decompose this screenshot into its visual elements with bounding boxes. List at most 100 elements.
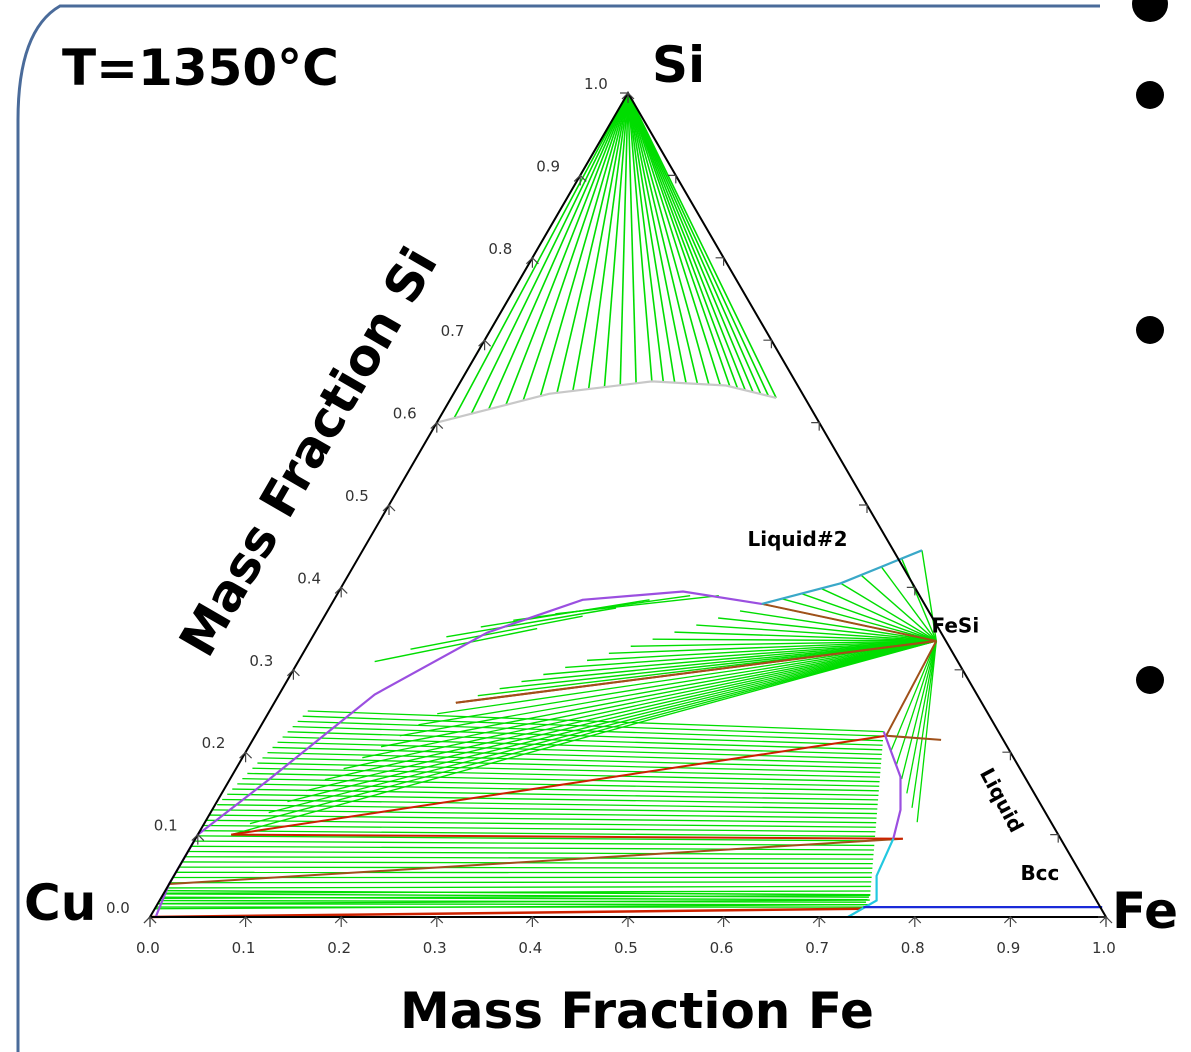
- tie-line: [159, 899, 867, 903]
- right-tick: [1050, 834, 1059, 843]
- tie-line: [187, 850, 874, 856]
- component-top-label: Si: [652, 36, 705, 94]
- bottom-tick-label: 0.5: [614, 939, 638, 957]
- tie-line: [272, 746, 882, 765]
- tie-line: [627, 92, 770, 397]
- component-right-label: Fe: [1112, 882, 1178, 940]
- tie-line: [880, 566, 937, 642]
- tie-line: [191, 845, 874, 851]
- tie-line: [539, 92, 629, 397]
- bottom-tick: [1099, 916, 1113, 927]
- tie-line: [203, 824, 876, 833]
- tie-line: [282, 736, 882, 756]
- bottom-tick-label: 1.0: [1092, 939, 1116, 957]
- tie-line: [184, 856, 874, 860]
- tie-line: [197, 835, 875, 842]
- left-tick-label: 0.8: [488, 240, 512, 258]
- slide-bullet: [1136, 81, 1164, 109]
- slide-frame: [16, 4, 1100, 1052]
- tie-line: [470, 92, 629, 415]
- tie-line: [297, 720, 883, 742]
- tie-line: [521, 640, 937, 683]
- tie-line: [587, 92, 629, 390]
- tie-line: [277, 741, 882, 760]
- bottom-tick: [717, 916, 731, 927]
- tie-line: [921, 550, 938, 642]
- tie-line: [543, 640, 937, 676]
- tie-line: [305, 640, 937, 792]
- tie-triangle-edge: [169, 837, 903, 886]
- bottom-tick-label: 0.2: [327, 939, 351, 957]
- tie-line: [262, 757, 881, 774]
- bcc-boundary: [847, 838, 895, 918]
- region-label: FeSi: [932, 614, 980, 638]
- tie-line: [840, 582, 937, 642]
- tie-line: [217, 804, 877, 815]
- chart-title: T=1350°C: [62, 39, 339, 97]
- tie-line: [627, 92, 637, 384]
- left-tick-label: 1.0: [584, 75, 608, 93]
- tie-line: [194, 840, 875, 847]
- bottom-tick-label: 0.8: [901, 939, 925, 957]
- right-tick: [620, 92, 629, 101]
- tie-line: [627, 92, 687, 384]
- tie-line: [627, 92, 710, 385]
- liquid-fe-boundary: [882, 731, 902, 839]
- tie-line: [603, 92, 629, 388]
- tie-line: [380, 640, 937, 748]
- tie-line: [652, 638, 937, 642]
- tie-line: [627, 92, 676, 383]
- tie-line: [901, 640, 937, 780]
- tie-triangle-edge: [149, 907, 863, 919]
- tie-line: [556, 92, 629, 393]
- tie-line: [161, 896, 868, 901]
- right-tick: [667, 174, 677, 184]
- region-label: Liquid#2: [748, 527, 848, 551]
- tie-line: [505, 92, 629, 406]
- tie-line: [324, 640, 937, 781]
- tie-line: [212, 809, 877, 819]
- tie-line: [343, 640, 937, 770]
- right-tick: [763, 339, 772, 349]
- bottom-tick: [430, 916, 444, 927]
- tie-line: [801, 592, 937, 642]
- tie-line: [257, 762, 880, 778]
- tie-triangle-edge: [231, 734, 887, 836]
- left-tick: [525, 256, 539, 268]
- left-tick-label: 0.6: [393, 405, 417, 423]
- tie-line: [916, 640, 937, 823]
- left-tick: [478, 339, 492, 351]
- bottom-tick: [334, 916, 348, 927]
- slide-bullet-top: [1132, 0, 1168, 22]
- tie-line: [820, 587, 937, 642]
- bottom-tick-label: 0.1: [232, 939, 256, 957]
- tie-line: [608, 640, 937, 655]
- tie-line: [487, 92, 629, 410]
- left-tick-label: 0.9: [536, 157, 560, 175]
- tie-line: [627, 92, 722, 386]
- tie-line: [718, 617, 937, 642]
- tie-line: [627, 92, 777, 399]
- component-left-label: Cu: [24, 874, 96, 932]
- tie-line: [362, 640, 937, 759]
- left-tick: [334, 586, 348, 598]
- tie-line: [231, 640, 937, 836]
- tie-line: [627, 92, 762, 395]
- right-tick: [715, 257, 725, 266]
- left-tick: [286, 668, 300, 680]
- tie-line: [499, 640, 937, 690]
- left-tick: [430, 421, 444, 433]
- tie-triangle-edge: [886, 734, 942, 741]
- tie-line: [627, 92, 699, 385]
- bottom-tick: [239, 916, 253, 927]
- tie-line: [227, 793, 878, 806]
- left-tick-label: 0.1: [154, 817, 178, 835]
- tie-line: [895, 640, 937, 765]
- left-tick: [382, 504, 396, 515]
- left-tick-label: 0.0: [106, 899, 130, 917]
- tie-line: [267, 751, 881, 769]
- tie-line: [307, 710, 884, 733]
- tie-line: [209, 814, 877, 824]
- tie-line: [911, 640, 937, 808]
